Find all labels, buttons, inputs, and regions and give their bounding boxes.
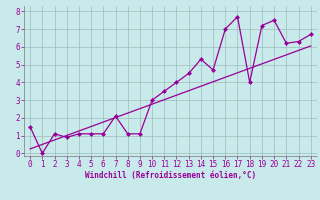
X-axis label: Windchill (Refroidissement éolien,°C): Windchill (Refroidissement éolien,°C) — [85, 171, 256, 180]
